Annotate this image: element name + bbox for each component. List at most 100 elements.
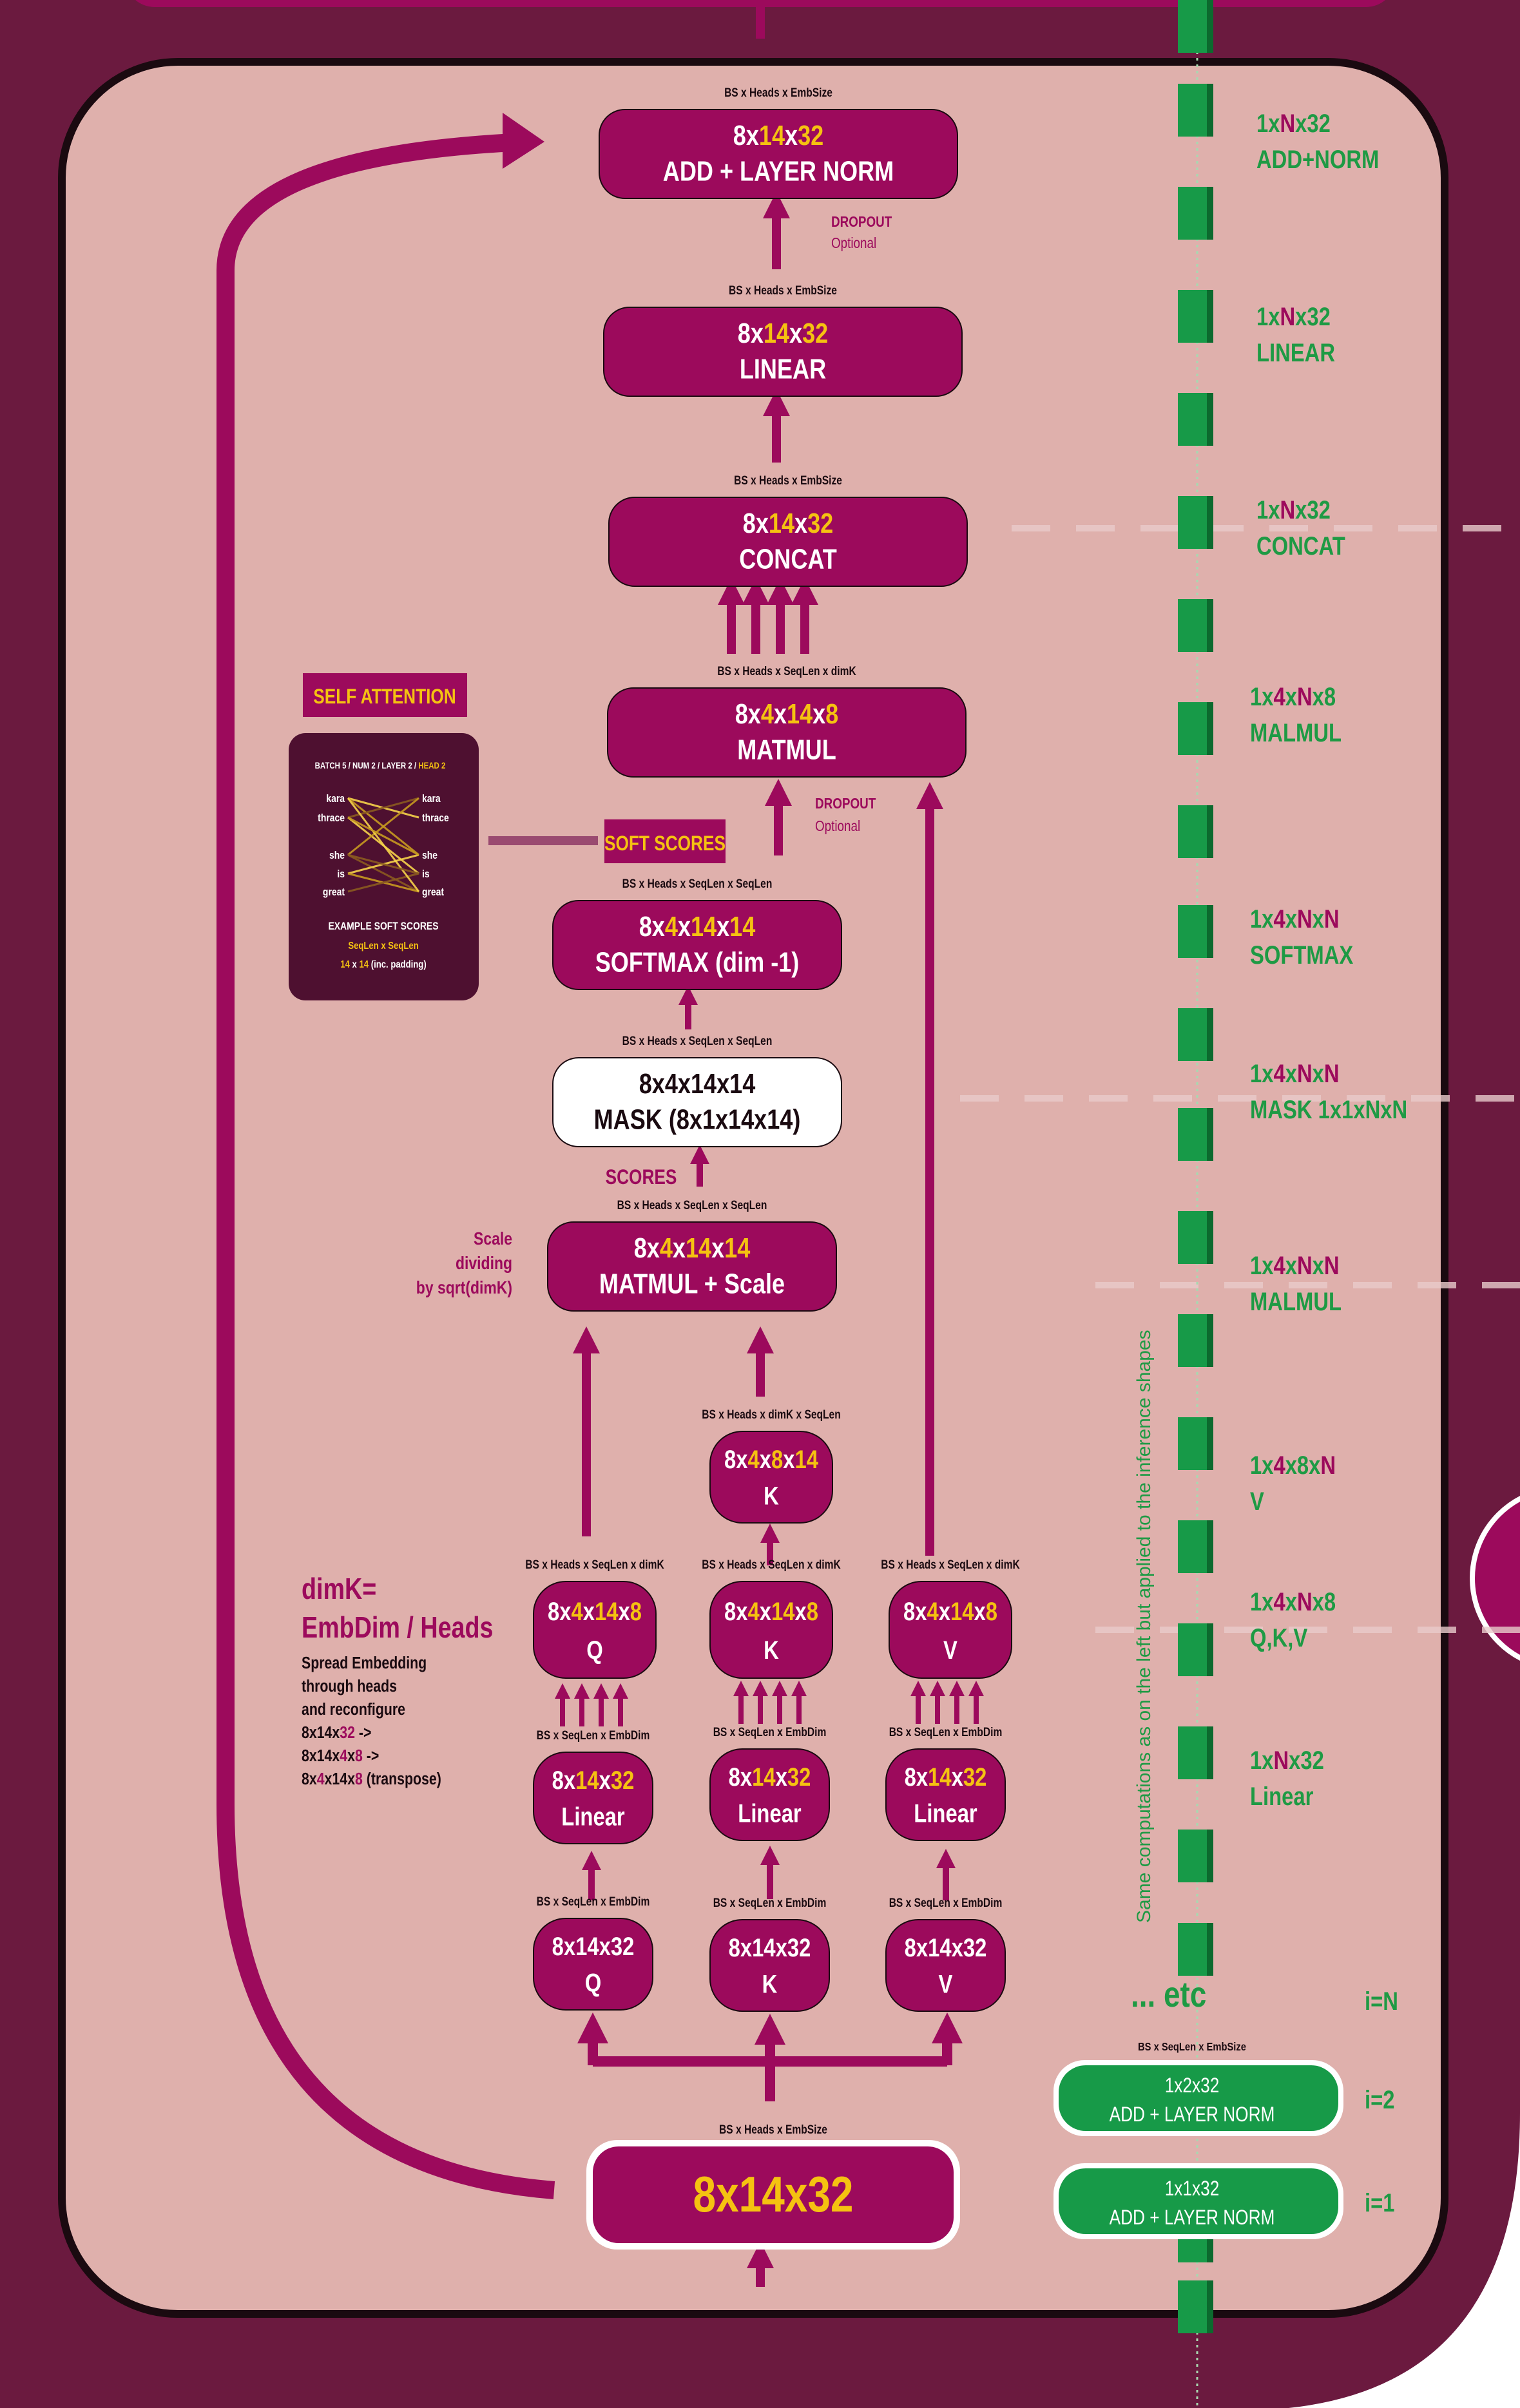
text-span: 8x14x32	[905, 1933, 987, 1962]
text-span: 14	[787, 698, 813, 730]
block-dims: 8x14x32	[733, 120, 823, 151]
example-word-right: kara	[422, 793, 441, 805]
inference-segment	[1178, 2280, 1207, 2333]
text-span: BATCH 5 / NUM 2 / LAYER 2 /	[315, 760, 419, 770]
shape-label: BS x Heads x SeqLen x dimK	[525, 1558, 664, 1572]
text-span: x	[785, 120, 798, 151]
scale-note: dividing	[456, 1254, 512, 1274]
dimk-note: dimK=	[302, 1572, 376, 1605]
text-span: 32	[963, 1763, 986, 1792]
text-span: 4	[1273, 1059, 1285, 1088]
inference-dims: 1x4xNxN	[1250, 1251, 1340, 1280]
text-span: 1x	[1250, 904, 1274, 933]
shape-label: BS x SeqLen x EmbDim	[889, 1725, 1003, 1739]
text-span: x	[1285, 1587, 1298, 1616]
text-span: x	[776, 1763, 788, 1792]
inference-dims: 1x4xNx8	[1250, 1587, 1336, 1616]
reshape-note: 8x14x4x8 ->	[302, 1746, 379, 1766]
step-name: ADD + LAYER NORM	[1110, 2104, 1275, 2126]
inference-segment	[1178, 0, 1207, 53]
block-name: Q	[586, 1636, 603, 1665]
example-word-left: kara	[326, 793, 345, 805]
inference-name: LINEAR	[1256, 338, 1335, 367]
shape-label: BS x Heads x EmbSize	[729, 283, 837, 298]
example-header: BATCH 5 / NUM 2 / LAYER 2 / HEAD 2	[315, 760, 446, 770]
block-name: V	[943, 1636, 957, 1665]
block-name: LINEAR	[740, 353, 826, 385]
block-dims: 8x4x14x14	[639, 1068, 756, 1100]
inference-dims: 1x4xNxN	[1250, 1059, 1340, 1088]
block-name: Linear	[914, 1799, 977, 1828]
inference-segment	[1178, 805, 1207, 858]
text-span: 8	[807, 1597, 818, 1626]
block-name: Q	[585, 1969, 602, 1998]
text-span: 4	[665, 911, 678, 942]
text-span: 8	[355, 1770, 363, 1789]
text-span: 8x	[724, 1597, 748, 1626]
text-span: ->	[363, 1746, 379, 1766]
text-span: x	[678, 911, 691, 942]
text-span: 14	[950, 1597, 974, 1626]
text-span: 4	[1273, 1587, 1285, 1616]
inference-segment	[1178, 1008, 1207, 1061]
text-span: x32	[1295, 302, 1331, 331]
text-span: 8x	[743, 508, 769, 539]
text-span: x	[673, 1232, 686, 1264]
inference-segment	[1178, 599, 1207, 652]
reshape-note: 8x14x32 ->	[302, 1723, 371, 1743]
text-span: x	[583, 1597, 595, 1626]
i-n-label: i=N	[1365, 1987, 1398, 2016]
inference-segment	[1178, 1520, 1207, 1573]
text-span: 8x4x14x14	[639, 1068, 756, 1100]
block-name: Linear	[561, 1802, 624, 1831]
text-span: x32	[1289, 1746, 1324, 1775]
text-span: 8x	[735, 698, 762, 730]
text-span: 32	[611, 1766, 634, 1795]
shape-label: BS x SeqLen x EmbDim	[537, 1895, 650, 1909]
text-span: 1x	[1250, 682, 1274, 711]
block-name: MATMUL	[737, 734, 836, 765]
block-name: MATMUL + Scale	[599, 1268, 785, 1299]
example-word-right: is	[422, 868, 430, 881]
block-iq: 8x14x32 Q	[534, 1918, 653, 2010]
text-span: 14	[769, 508, 795, 539]
block-iv: 8x14x32 V	[886, 1920, 1005, 2011]
inference-segment	[1178, 1726, 1207, 1779]
block-dims: 8x14x32	[738, 318, 828, 349]
text-span: 32	[798, 120, 823, 151]
spread-note: through heads	[302, 1677, 397, 1696]
text-span: (transpose)	[363, 1770, 441, 1789]
text-span: (inc. padding)	[369, 959, 427, 970]
block-dims: 8x14x32	[905, 1933, 987, 1962]
step-name: ADD + LAYER NORM	[1110, 2207, 1275, 2230]
scale-note: by sqrt(dimK)	[416, 1278, 512, 1298]
inference-segment	[1178, 1211, 1207, 1264]
inference-dims: 1x4xNxN	[1250, 904, 1340, 933]
text-span: N	[1297, 682, 1313, 711]
text-span: 4	[660, 1232, 673, 1264]
inference-name: MASK 1x1xNxN	[1250, 1095, 1407, 1124]
reshape-note: 8x4x14x8 (transpose)	[302, 1770, 441, 1789]
example-word-right: thrace	[422, 812, 449, 825]
inference-segment	[1178, 187, 1207, 240]
block-dims: 8x14x32	[693, 2166, 854, 2222]
text-span: x	[1285, 682, 1298, 711]
example-word-left: is	[337, 868, 345, 881]
text-span: 14	[595, 1597, 619, 1626]
inference-name: Q,K,V	[1250, 1623, 1308, 1652]
block-softmax: 8x4x14x14SOFTMAX (dim -1)	[553, 901, 842, 989]
block-lk: 8x14x32 Linear	[710, 1749, 829, 1840]
block-dims: 8x14x32	[905, 1763, 987, 1792]
inference-shape-label: BS x SeqLen x EmbSize	[1138, 2041, 1246, 2054]
text-span: 8x	[548, 1597, 572, 1626]
text-span: x	[1285, 1059, 1298, 1088]
text-span: x	[939, 1597, 951, 1626]
block-name: K	[764, 1636, 779, 1665]
inference-segment	[1178, 702, 1207, 755]
text-span: ->	[355, 1723, 371, 1743]
text-span: N	[1297, 1059, 1313, 1088]
text-span: 8x	[639, 911, 666, 942]
dropout-label: DROPOUT	[815, 796, 876, 812]
text-span: x	[783, 1445, 795, 1474]
text-span: 32	[340, 1723, 355, 1743]
